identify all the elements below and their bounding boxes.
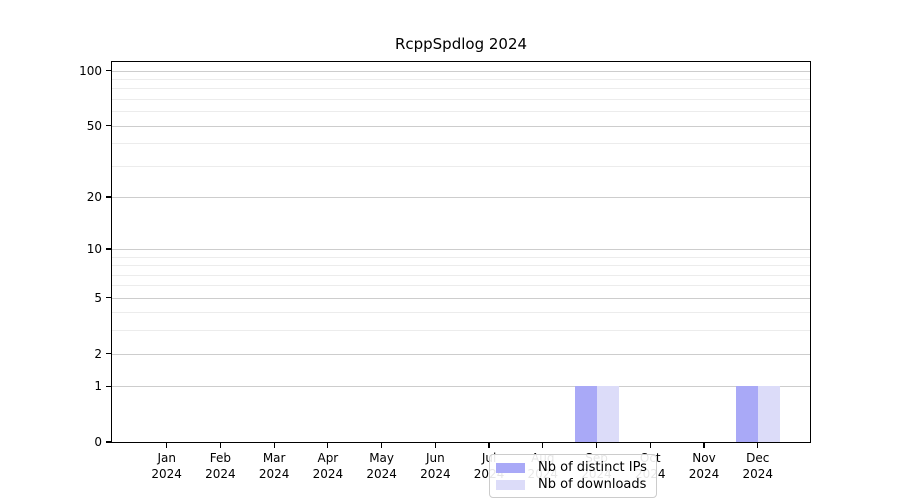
y-tick-mark-5 bbox=[106, 297, 111, 299]
y-tick-mark-50 bbox=[106, 124, 111, 127]
bar-dec-series0 bbox=[735, 386, 758, 442]
x-tick-mark-jan bbox=[166, 443, 168, 448]
plot-area: Nb of distinct IPs Nb of downloads bbox=[111, 61, 811, 498]
y-tick-label-100: 100 bbox=[79, 63, 102, 78]
x-tick-label-apr: Apr 2024 bbox=[312, 451, 344, 481]
legend-entry-downloads: Nb of downloads bbox=[496, 476, 648, 493]
y-tick-mark-100 bbox=[106, 70, 111, 72]
gridline-major-1 bbox=[112, 386, 810, 388]
x-tick-label-feb: Feb 2024 bbox=[205, 451, 236, 481]
x-tick-mark-may bbox=[381, 443, 383, 448]
gridline-minor-3 bbox=[112, 330, 810, 332]
gridline-minor-8 bbox=[112, 265, 810, 267]
x-tick-label-jun: Jun 2024 bbox=[420, 451, 451, 481]
x-tick-mark-jun bbox=[434, 443, 436, 448]
gridline-minor-6 bbox=[112, 285, 810, 287]
x-tick-mark-feb bbox=[219, 443, 222, 448]
y-tick-label-1: 1 bbox=[94, 379, 102, 394]
x-tick-label-may: May 2024 bbox=[366, 451, 397, 481]
gridline-major-2 bbox=[112, 353, 810, 355]
gridline-major-20 bbox=[112, 196, 810, 198]
x-tick-mark-aug bbox=[542, 443, 544, 448]
y-tick-label-5: 5 bbox=[94, 290, 102, 305]
x-tick-mark-oct bbox=[649, 443, 651, 448]
bar-sep-series0 bbox=[574, 386, 597, 442]
y-tick-mark-20 bbox=[106, 196, 111, 198]
gridline-minor-30 bbox=[112, 165, 810, 167]
y-tick-mark-2 bbox=[106, 352, 111, 355]
gridline-minor-4 bbox=[112, 312, 810, 314]
gridline-minor-9 bbox=[112, 256, 810, 258]
legend-label-distinct-ips: Nb of distinct IPs bbox=[538, 460, 647, 475]
x-tick-label-nov: Nov 2024 bbox=[688, 451, 720, 481]
y-tick-label-2: 2 bbox=[94, 346, 102, 361]
gridline-major-10 bbox=[112, 249, 810, 251]
gridline-minor-60 bbox=[112, 111, 810, 113]
bar-dec-series1 bbox=[757, 386, 780, 442]
x-tick-label-jan: Jan 2024 bbox=[151, 451, 182, 481]
legend-label-downloads: Nb of downloads bbox=[538, 477, 647, 492]
x-tick-mark-nov bbox=[703, 443, 705, 448]
legend: Nb of distinct IPs Nb of downloads bbox=[489, 454, 657, 498]
x-tick-label-mar: Mar 2024 bbox=[258, 451, 290, 481]
x-tick-mark-apr bbox=[327, 443, 329, 448]
x-tick-mark-jul bbox=[488, 443, 490, 448]
legend-swatch-downloads bbox=[496, 479, 525, 490]
x-tick-mark-sep bbox=[595, 443, 598, 448]
bars-layer bbox=[112, 62, 810, 442]
gridline-minor-40 bbox=[112, 143, 810, 145]
grid-layer bbox=[112, 62, 810, 442]
gridline-minor-80 bbox=[112, 88, 810, 90]
legend-swatch-distinct-ips bbox=[496, 462, 525, 473]
y-tick-mark-0 bbox=[106, 441, 111, 443]
y-tick-label-20: 20 bbox=[86, 189, 102, 204]
legend-entry-distinct-ips: Nb of distinct IPs bbox=[496, 459, 648, 476]
x-tick-mark-dec bbox=[757, 443, 759, 448]
gridline-minor-70 bbox=[112, 98, 810, 100]
y-tick-mark-10 bbox=[106, 248, 111, 250]
chart-title: RcppSpdlog 2024 bbox=[394, 35, 528, 53]
y-tick-label-0: 0 bbox=[94, 435, 102, 449]
gridline-major-5 bbox=[112, 297, 810, 299]
gridline-minor-7 bbox=[112, 274, 810, 276]
gridline-minor-90 bbox=[112, 78, 810, 80]
y-tick-label-50: 50 bbox=[86, 118, 102, 133]
x-tick-mark-mar bbox=[273, 443, 275, 448]
gridline-major-100 bbox=[112, 70, 810, 72]
y-tick-mark-1 bbox=[106, 385, 111, 387]
x-tick-label-dec: Dec 2024 bbox=[742, 451, 773, 481]
y-tick-label-10: 10 bbox=[86, 242, 102, 257]
gridline-major-50 bbox=[112, 125, 810, 127]
bar-sep-series1 bbox=[596, 386, 619, 442]
